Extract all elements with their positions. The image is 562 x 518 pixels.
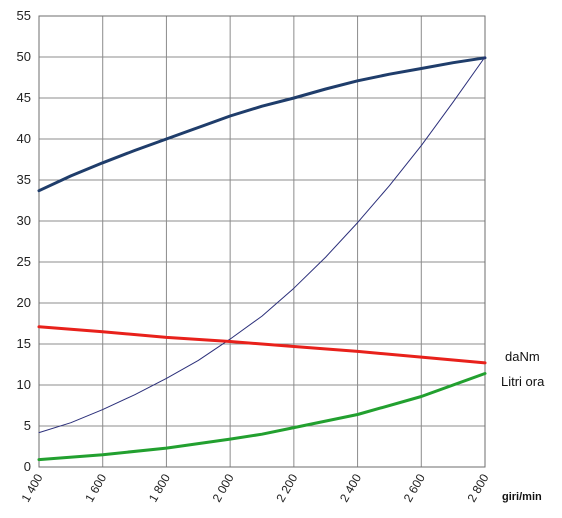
- y-tick-label: 20: [17, 295, 31, 310]
- series-line-3: [37, 325, 487, 365]
- x-tick-label: 1 800: [146, 471, 173, 504]
- side-label-litri-ora: Litri ora: [501, 374, 545, 389]
- x-axis-label: giri/min: [502, 491, 542, 503]
- y-axis-ticks: 0 5 10 15 20 25 30 35 40 45 50 55: [17, 8, 31, 474]
- y-tick-label: 50: [17, 49, 31, 64]
- x-tick-label: 1 400: [18, 471, 45, 504]
- plot-frame: [38, 15, 486, 468]
- x-tick-label: 2 400: [337, 471, 364, 504]
- series-line-1: [37, 56, 487, 193]
- y-tick-label: 55: [17, 8, 31, 23]
- y-tick-label: 15: [17, 336, 31, 351]
- x-tick-label: 2 200: [273, 471, 300, 504]
- y-tick-label: 10: [17, 377, 31, 392]
- grid-lines: [38, 15, 486, 468]
- y-tick-label: 5: [24, 418, 31, 433]
- y-tick-label: 35: [17, 172, 31, 187]
- x-tick-label: 2 600: [401, 471, 428, 504]
- y-tick-label: 25: [17, 254, 31, 269]
- x-axis-ticks: 1 400 1 600 1 800 2 000 2 200 2 400 2 600 2 800: [18, 471, 491, 504]
- series-line-4: [37, 372, 487, 462]
- y-tick-label: 45: [17, 90, 31, 105]
- y-tick-label: 0: [24, 459, 31, 474]
- series-lines: [37, 56, 487, 462]
- x-tick-label: 2 000: [210, 471, 237, 504]
- y-tick-label: 30: [17, 213, 31, 228]
- x-tick-label: 1 600: [82, 471, 109, 504]
- side-label-danm: daNm: [505, 349, 540, 364]
- series-line-2: [38, 56, 486, 434]
- x-tick-label: 2 800: [464, 471, 491, 504]
- y-tick-label: 40: [17, 131, 31, 146]
